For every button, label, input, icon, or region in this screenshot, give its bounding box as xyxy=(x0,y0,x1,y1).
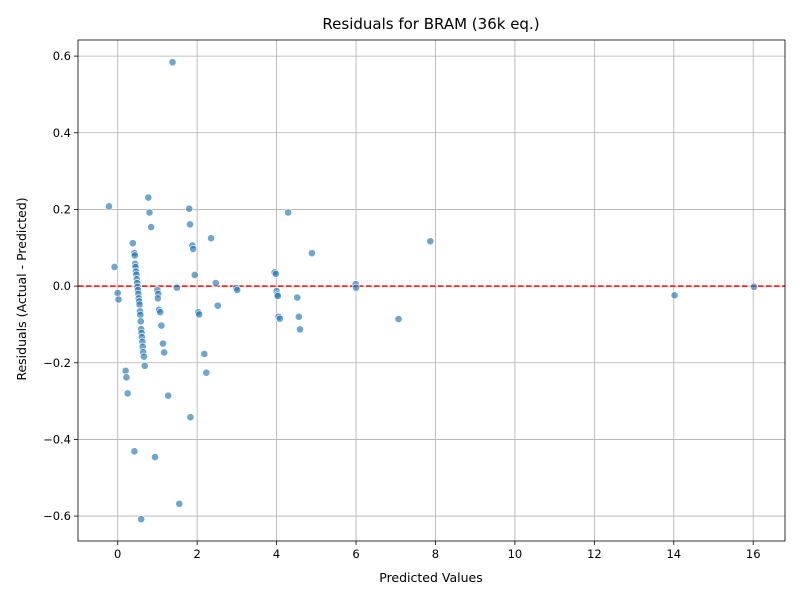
data-point xyxy=(168,58,177,67)
chart-title: Residuals for BRAM (36k eq.) xyxy=(322,15,539,33)
data-point xyxy=(147,223,155,231)
x-axis-ticks: 0 2 4 6 8 10 12 14 16 xyxy=(114,541,761,561)
data-point xyxy=(136,317,145,326)
data-point xyxy=(110,263,119,271)
data-point xyxy=(308,249,316,258)
scatter-points xyxy=(105,58,758,524)
data-point xyxy=(140,352,148,361)
data-point xyxy=(113,289,122,297)
grid xyxy=(78,40,785,541)
data-point xyxy=(175,499,184,508)
x-tick-label: 2 xyxy=(193,547,200,561)
data-point xyxy=(140,361,149,370)
data-point xyxy=(114,295,123,304)
data-point xyxy=(173,283,181,292)
data-point xyxy=(294,312,303,321)
data-point xyxy=(394,315,403,323)
data-point xyxy=(128,239,137,248)
data-point xyxy=(185,204,194,213)
data-point xyxy=(200,350,209,358)
data-point xyxy=(211,279,220,287)
data-point xyxy=(135,300,144,309)
y-tick-label: −0.4 xyxy=(43,432,71,446)
y-tick-label: −0.2 xyxy=(43,356,71,370)
data-point xyxy=(123,389,132,398)
data-point xyxy=(130,251,139,260)
data-point xyxy=(352,283,360,292)
data-point xyxy=(137,515,146,524)
data-point xyxy=(105,202,113,211)
x-tick-label: 16 xyxy=(746,547,761,561)
plot-frame xyxy=(77,39,786,542)
x-tick-label: 10 xyxy=(508,547,523,561)
data-point xyxy=(153,294,162,303)
data-point xyxy=(121,366,130,375)
data-point xyxy=(233,286,242,294)
data-point xyxy=(207,234,215,243)
x-tick-label: 14 xyxy=(666,547,681,561)
data-point xyxy=(426,237,435,246)
data-point xyxy=(273,292,282,300)
data-point xyxy=(122,373,131,382)
x-tick-label: 6 xyxy=(352,547,359,561)
y-tick-label: 0.4 xyxy=(53,126,71,140)
data-point xyxy=(156,308,165,317)
x-axis-label: Predicted Values xyxy=(379,570,483,585)
y-axis-label: Residuals (Actual - Predicted) xyxy=(14,197,29,380)
y-tick-label: −0.6 xyxy=(43,509,71,523)
y-tick-label: 0.6 xyxy=(53,49,71,63)
x-tick-label: 0 xyxy=(114,547,121,561)
data-point xyxy=(136,310,145,319)
data-point xyxy=(144,193,153,202)
data-point xyxy=(189,245,198,253)
y-tick-label: 0.2 xyxy=(53,202,71,216)
data-point xyxy=(157,321,166,330)
data-point xyxy=(151,453,159,461)
data-point xyxy=(160,348,169,357)
data-point xyxy=(293,293,302,302)
data-point xyxy=(275,314,284,323)
data-point xyxy=(190,271,199,279)
y-tick-label: 0.0 xyxy=(53,279,71,293)
data-point xyxy=(130,447,139,456)
x-tick-label: 8 xyxy=(432,547,439,561)
x-tick-label: 4 xyxy=(273,547,280,561)
data-point xyxy=(213,301,222,310)
data-point xyxy=(159,339,167,348)
data-point xyxy=(670,291,679,300)
data-point xyxy=(164,391,173,400)
data-point xyxy=(195,310,204,319)
data-point xyxy=(202,368,211,377)
data-point xyxy=(271,269,280,278)
data-point xyxy=(145,208,154,217)
y-axis-ticks: −0.6 −0.4 −0.2 0.0 0.2 0.4 0.6 xyxy=(43,49,78,523)
data-point xyxy=(296,325,304,334)
x-tick-label: 12 xyxy=(587,547,602,561)
data-point xyxy=(186,220,194,229)
data-point xyxy=(750,282,758,291)
data-point xyxy=(186,413,195,422)
data-point xyxy=(284,208,293,217)
